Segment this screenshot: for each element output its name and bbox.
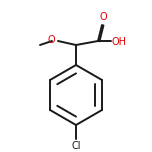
Text: Cl: Cl — [71, 141, 81, 151]
Text: OH: OH — [112, 37, 127, 47]
Text: O: O — [47, 35, 55, 45]
Text: O: O — [99, 12, 107, 22]
